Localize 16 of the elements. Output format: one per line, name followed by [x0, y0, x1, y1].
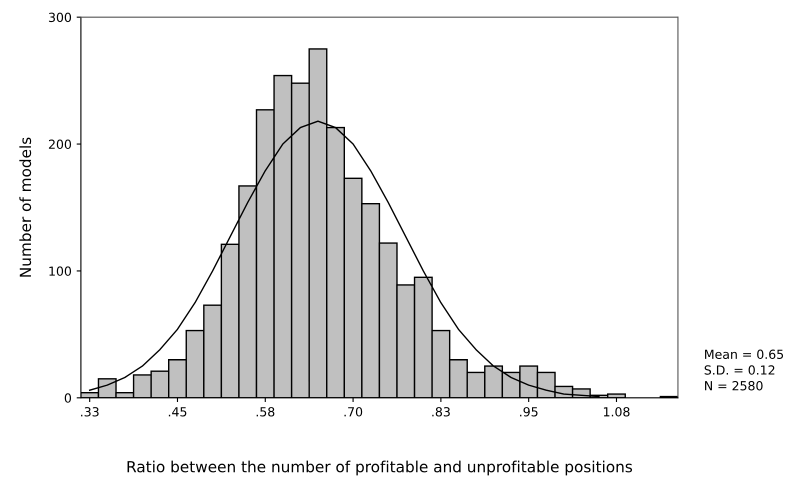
x-tick-label: .95 — [520, 407, 538, 417]
x-tick-label: 1.08 — [604, 407, 630, 417]
x-axis-title: Ratio between the number of profitable and unprofitable positions — [128, 460, 632, 476]
text: S.D. = 0.12 — [704, 365, 774, 375]
x-tick-label: .70 — [344, 407, 362, 417]
text: N = 2580 — [705, 381, 763, 390]
y-tick-label: 100 — [49, 266, 72, 276]
y-axis-title: Number of models — [19, 138, 32, 277]
x-tick-label: .83 — [432, 407, 450, 417]
x-tick-label: .33 — [81, 407, 99, 417]
y-tick-label: 200 — [48, 140, 72, 149]
x-tick-label: .45 — [168, 407, 186, 417]
text: Mean = 0.65 — [705, 350, 784, 359]
y-tick-label: 0 — [64, 393, 72, 403]
y-tick-label: 300 — [48, 12, 72, 22]
x-tick-label: .58 — [256, 407, 274, 417]
